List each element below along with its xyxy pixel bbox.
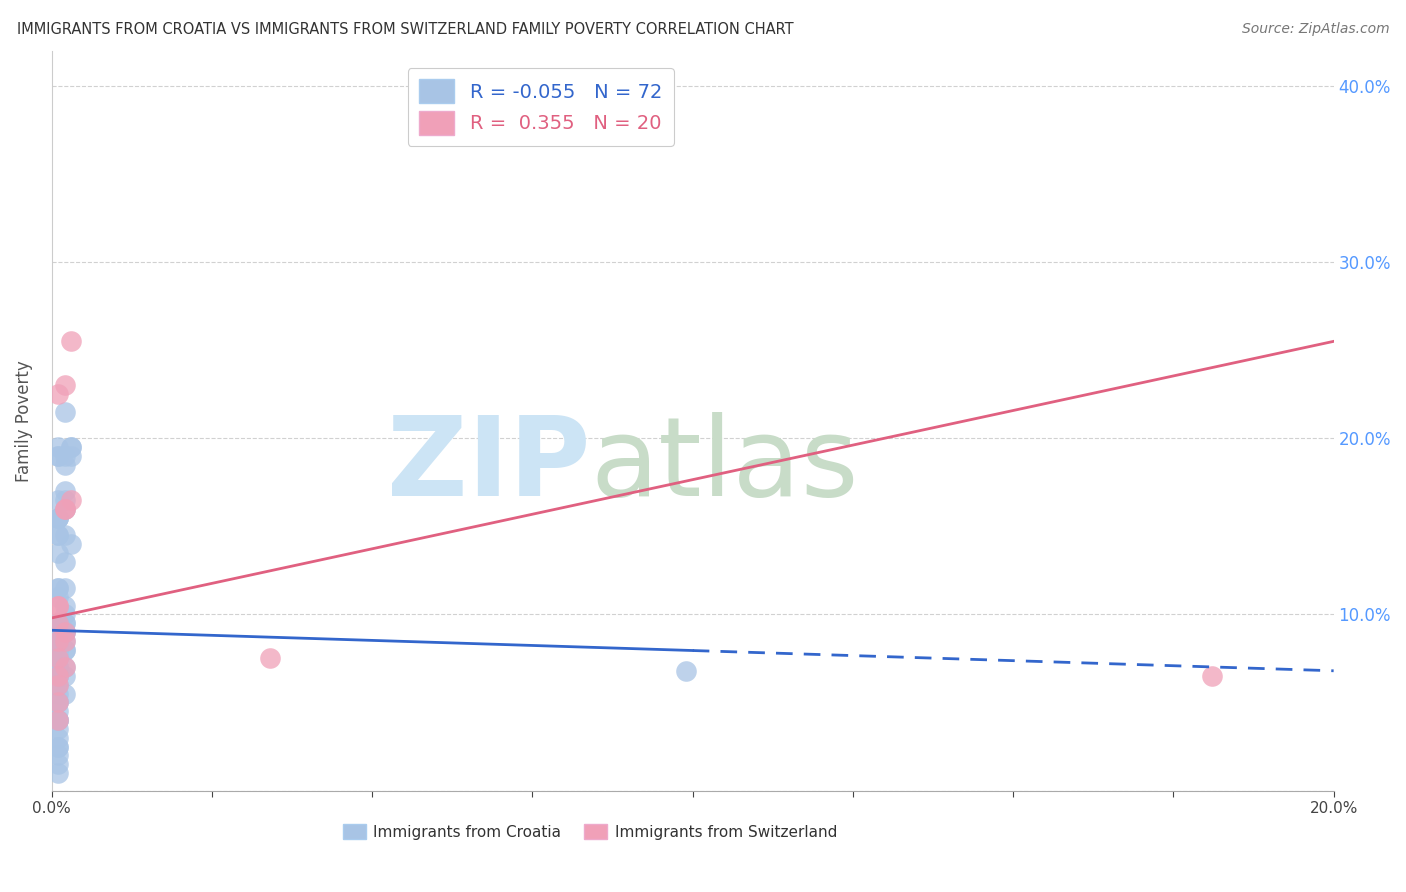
Point [59,440,82,454]
Point [46,748,69,763]
Point [46,625,69,640]
Point [59,440,82,454]
Point [46,757,69,772]
Point [46,704,69,718]
Point [46,739,69,754]
Point [53,458,76,472]
Point [53,501,76,516]
Point [46,449,69,463]
Point [53,633,76,648]
Point [46,739,69,754]
Point [46,713,69,727]
Point [53,616,76,631]
Point [46,633,69,648]
Point [46,696,69,710]
Point [46,633,69,648]
Point [46,625,69,640]
Point [46,651,69,665]
Point [46,510,69,524]
Point [675,664,697,678]
Point [46,713,69,727]
Point [46,492,69,507]
Point [46,616,69,631]
Point [259,651,281,665]
Point [46,731,69,745]
Point [53,599,76,613]
Point [46,510,69,524]
Point [59,334,82,349]
Point [53,660,76,674]
Point [53,625,76,640]
Point [46,599,69,613]
Point [46,660,69,674]
Point [46,387,69,401]
Point [53,581,76,595]
Point [1201,669,1223,683]
Point [53,642,76,657]
Point [46,546,69,560]
Point [46,440,69,454]
Text: atlas: atlas [591,411,859,518]
Point [46,633,69,648]
Point [53,449,76,463]
Point [46,713,69,727]
Point [53,501,76,516]
Point [53,501,76,516]
Point [46,669,69,683]
Point [46,722,69,736]
Point [53,378,76,392]
Point [46,669,69,683]
Point [59,492,82,507]
Point [46,590,69,604]
Point [53,660,76,674]
Point [53,492,76,507]
Point [53,528,76,542]
Point [46,616,69,631]
Point [46,528,69,542]
Point [46,599,69,613]
Point [46,678,69,692]
Text: Source: ZipAtlas.com: Source: ZipAtlas.com [1241,22,1389,37]
Point [46,510,69,524]
Point [46,696,69,710]
Point [46,687,69,701]
Point [53,642,76,657]
Point [46,616,69,631]
Text: ZIP: ZIP [387,411,591,518]
Point [53,484,76,499]
Point [53,616,76,631]
Point [53,607,76,622]
Point [46,449,69,463]
Point [59,449,82,463]
Point [46,642,69,657]
Point [46,696,69,710]
Point [53,633,76,648]
Point [53,669,76,683]
Point [46,713,69,727]
Point [53,687,76,701]
Point [46,642,69,657]
Legend: Immigrants from Croatia, Immigrants from Switzerland: Immigrants from Croatia, Immigrants from… [337,818,844,846]
Point [46,660,69,674]
Point [46,651,69,665]
Point [46,642,69,657]
Point [53,625,76,640]
Point [59,537,82,551]
Point [46,678,69,692]
Point [46,581,69,595]
Point [53,555,76,569]
Point [53,405,76,419]
Point [46,651,69,665]
Text: IMMIGRANTS FROM CROATIA VS IMMIGRANTS FROM SWITZERLAND FAMILY POVERTY CORRELATIO: IMMIGRANTS FROM CROATIA VS IMMIGRANTS FR… [17,22,793,37]
Point [53,625,76,640]
Point [46,669,69,683]
Point [46,625,69,640]
Point [46,581,69,595]
Point [46,616,69,631]
Point [46,766,69,780]
Point [46,616,69,631]
Y-axis label: Family Poverty: Family Poverty [15,359,32,482]
Point [46,528,69,542]
